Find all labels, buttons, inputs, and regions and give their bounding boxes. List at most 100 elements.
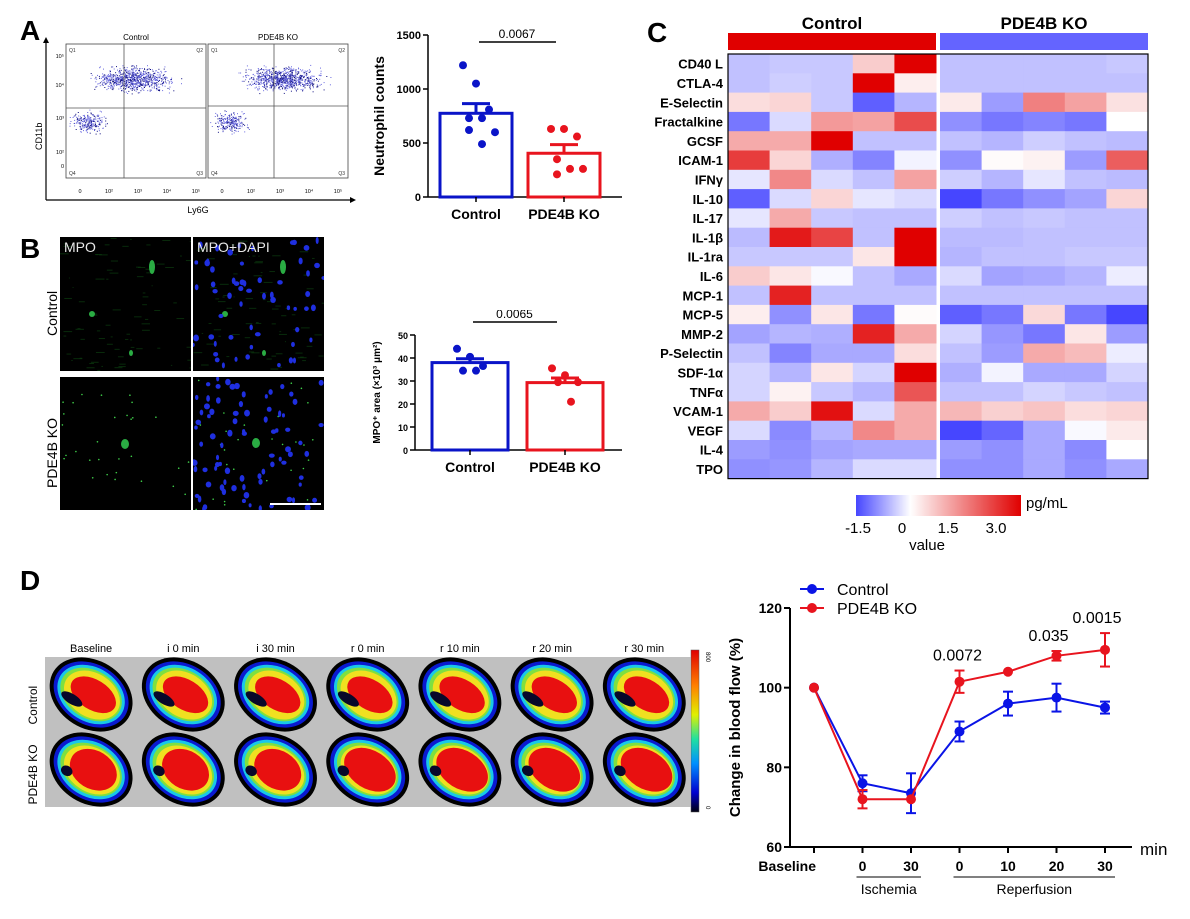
flow-event-dot: [266, 86, 268, 88]
flow-event-dot: [256, 70, 258, 72]
flow-event-dot: [122, 90, 124, 92]
tissue-fiber: [199, 250, 203, 252]
flow-event-dot: [305, 74, 307, 76]
heatmap-cell: [981, 131, 1024, 151]
flow-event-dot: [97, 118, 99, 120]
flow-event-dot: [301, 79, 303, 81]
flow-event-dot: [152, 82, 154, 84]
flow-event-dot: [237, 125, 239, 127]
heatmap-cell: [852, 111, 895, 132]
flow-event-dot: [308, 79, 310, 81]
flow-event-dot: [264, 83, 266, 85]
flow-event-dot: [128, 79, 130, 81]
flow-event-dot: [291, 73, 293, 75]
tissue-fiber: [112, 309, 121, 311]
heatmap-cell: [981, 150, 1024, 171]
flow-event-dot: [247, 127, 249, 129]
flow-event-dot: [74, 115, 76, 117]
flow-event-dot: [149, 78, 151, 80]
flow-event-dot: [133, 83, 135, 85]
flow-event-dot: [134, 83, 136, 85]
flow-event-dot: [138, 84, 140, 86]
heatmap-cell: [940, 169, 983, 190]
flow-event-dot: [119, 75, 121, 77]
flow-event-dot: [109, 75, 111, 77]
flow-event-dot: [129, 77, 131, 79]
flow-event-dot: [285, 69, 287, 71]
flow-event-dot: [286, 85, 288, 86]
flow-event-dot: [141, 87, 143, 89]
flow-event-dot: [96, 120, 98, 122]
flow-event-dot: [311, 77, 312, 79]
flow-event-dot: [153, 83, 155, 85]
flow-event-dot: [92, 125, 94, 127]
mpo-speck: [140, 480, 143, 483]
flow-event-dot: [119, 76, 121, 78]
flow-event-dot: [300, 79, 302, 81]
flow-event-dot: [149, 89, 151, 91]
heatmap-cell: [1023, 304, 1066, 325]
dapi-nucleus: [239, 261, 244, 266]
flow-event-dot: [162, 82, 164, 84]
flow-event-dot: [229, 119, 231, 121]
flow-event-dot: [320, 70, 322, 72]
flow-event-dot: [272, 85, 274, 87]
data-point: [857, 778, 868, 789]
mpo-positive-cell: [89, 311, 95, 317]
flow-event-dot: [290, 83, 292, 85]
mpo-speck: [295, 441, 297, 443]
flow-event-dot: [269, 72, 271, 74]
data-point: [1100, 702, 1110, 713]
flow-event-dot: [306, 77, 308, 78]
tissue-fiber: [77, 328, 81, 330]
tissue-fiber: [226, 307, 233, 309]
flow-event-dot: [80, 126, 82, 128]
flow-event-dot: [107, 74, 109, 76]
flow-event-dot: [271, 78, 273, 80]
flow-event-dot: [122, 82, 123, 84]
flow-event-dot: [276, 82, 278, 84]
y-axis-label: Neutrophil counts: [371, 56, 387, 176]
flow-event-dot: [290, 84, 292, 86]
flow-event-dot: [266, 69, 268, 71]
flow-event-dot: [319, 78, 321, 80]
dapi-nucleus: [205, 481, 212, 488]
flow-event-dot: [101, 84, 103, 86]
heatmap-cell: [1023, 247, 1066, 267]
flow-event-dot: [116, 82, 118, 84]
flow-event-dot: [291, 82, 293, 84]
flow-event-dot: [230, 120, 232, 122]
flow-event-dot: [167, 87, 169, 89]
flow-event-dot: [282, 71, 284, 72]
dapi-nucleus: [216, 377, 220, 382]
mpo-speck: [195, 508, 197, 510]
flow-event-dot: [286, 74, 288, 76]
flow-event-dot: [87, 116, 89, 118]
flow-event-dot: [103, 79, 105, 81]
dapi-nucleus: [241, 391, 246, 398]
flow-event-dot: [90, 128, 92, 130]
flow-event-dot: [115, 72, 117, 74]
flow-event-dot: [226, 116, 228, 118]
flow-event-dot: [270, 75, 272, 77]
flow-event-dot: [223, 126, 224, 127]
laser-brain-image: [326, 732, 410, 807]
flow-event-dot: [164, 76, 166, 78]
flow-event-dot: [254, 87, 256, 89]
flow-event-dot: [289, 81, 291, 83]
bar: [525, 381, 605, 452]
heatmap-row-label: MMP-2: [681, 327, 723, 342]
flow-event-dot: [100, 122, 102, 124]
flow-event-dot: [131, 74, 133, 76]
flow-event-dot: [122, 65, 124, 67]
flow-event-dot: [257, 68, 259, 69]
flow-event-dot: [265, 86, 267, 88]
flow-event-dot: [302, 69, 304, 71]
flow-event-dot: [304, 72, 306, 73]
flow-event-dot: [266, 70, 268, 72]
flow-event-dot: [99, 118, 101, 120]
flow-event-dot: [148, 78, 149, 80]
heatmap-cell: [1106, 111, 1149, 132]
tissue-fiber: [98, 254, 108, 256]
heatmap-cell: [1106, 169, 1149, 190]
